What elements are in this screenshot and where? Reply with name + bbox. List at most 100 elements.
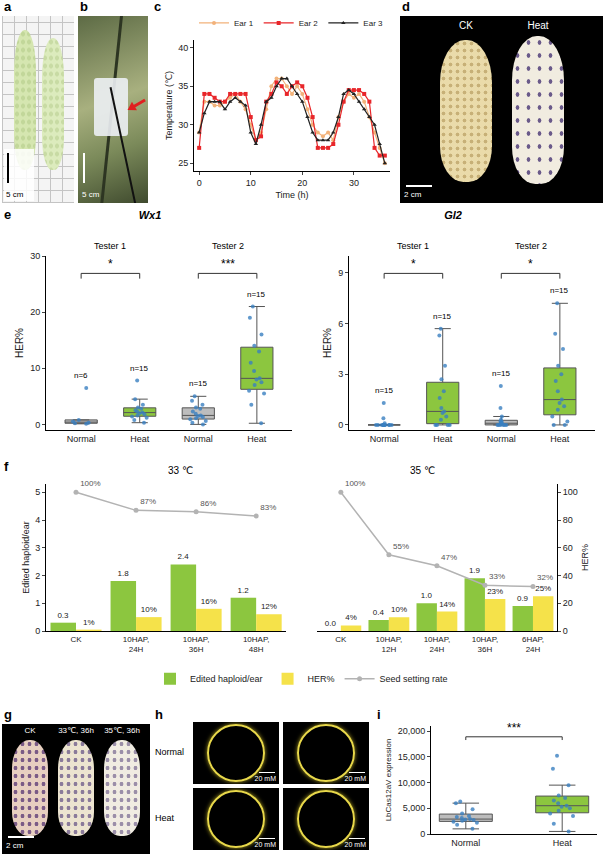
svg-text:2.4: 2.4 [178, 552, 190, 561]
svg-text:40: 40 [178, 43, 188, 53]
svg-text:80: 80 [563, 515, 573, 525]
svg-text:Tester 1: Tester 1 [397, 241, 429, 251]
svg-text:6: 6 [338, 319, 343, 329]
svg-text:100%: 100% [345, 479, 365, 488]
svg-text:20: 20 [297, 178, 307, 188]
svg-text:1.2: 1.2 [238, 586, 250, 595]
svg-text:n=15: n=15 [375, 386, 394, 395]
svg-text:*: * [108, 257, 113, 271]
svg-text:n=15: n=15 [189, 379, 208, 388]
svg-text:1%: 1% [83, 618, 95, 627]
svg-text:Tester 2: Tester 2 [212, 241, 244, 251]
svg-text:12%: 12% [261, 602, 277, 611]
svg-text:Gl2: Gl2 [444, 209, 462, 221]
svg-text:0: 0 [35, 626, 40, 636]
svg-text:HER%: HER% [580, 544, 590, 571]
svg-text:10HAP,48H: 10HAP,48H [243, 635, 270, 654]
svg-text:0: 0 [420, 829, 425, 839]
svg-text:16%: 16% [201, 597, 217, 606]
svg-text:Ear 1: Ear 1 [234, 19, 254, 28]
svg-text:Tester 2: Tester 2 [515, 241, 547, 251]
svg-text:10HAP,36H: 10HAP,36H [472, 635, 499, 654]
svg-text:n=15: n=15 [550, 286, 569, 295]
svg-text:HER%: HER% [322, 328, 333, 358]
svg-text:60: 60 [563, 543, 573, 553]
svg-text:40: 40 [563, 571, 573, 581]
svg-text:33 ℃: 33 ℃ [168, 465, 193, 476]
svg-text:4: 4 [35, 515, 40, 525]
svg-text:Heat: Heat [433, 434, 453, 444]
svg-text:55%: 55% [393, 542, 409, 551]
svg-text:87%: 87% [140, 497, 156, 506]
svg-text:33%: 33% [489, 572, 505, 581]
svg-text:86%: 86% [200, 499, 216, 508]
svg-text:5,000: 5,000 [403, 803, 426, 813]
svg-text:Heat: Heat [550, 434, 570, 444]
svg-text:n=15: n=15 [433, 312, 452, 321]
svg-text:Tester 1: Tester 1 [94, 241, 126, 251]
svg-text:30: 30 [349, 178, 359, 188]
svg-text:0: 0 [563, 626, 568, 636]
svg-text:10HAP,24H: 10HAP,24H [123, 635, 150, 654]
svg-text:10,000: 10,000 [398, 778, 426, 788]
svg-text:1.0: 1.0 [421, 591, 433, 600]
svg-text:0.0: 0.0 [325, 619, 337, 628]
svg-text:n=15: n=15 [492, 369, 511, 378]
svg-text:Ear 3: Ear 3 [363, 19, 383, 28]
svg-text:10: 10 [30, 363, 40, 373]
svg-text:5: 5 [35, 487, 40, 497]
svg-text:n=6: n=6 [74, 371, 88, 380]
svg-text:2: 2 [35, 571, 40, 581]
svg-text:6HAP,24H: 6HAP,24H [522, 635, 544, 654]
svg-text:***: *** [507, 721, 521, 735]
svg-text:0.9: 0.9 [517, 594, 529, 603]
svg-text:Seed setting rate: Seed setting rate [380, 674, 448, 684]
svg-text:n=15: n=15 [247, 290, 266, 299]
svg-text:Normal: Normal [184, 434, 213, 444]
svg-text:30: 30 [30, 251, 40, 261]
svg-text:Wx1: Wx1 [139, 209, 162, 221]
svg-text:1.8: 1.8 [117, 569, 129, 578]
svg-text:100%: 100% [80, 479, 100, 488]
svg-text:HER%: HER% [14, 328, 25, 358]
svg-text:Normal: Normal [487, 434, 516, 444]
svg-text:3: 3 [338, 369, 343, 379]
svg-text:30: 30 [178, 120, 188, 130]
svg-text:10%: 10% [391, 605, 407, 614]
svg-text:25: 25 [178, 158, 188, 168]
svg-text:32%: 32% [537, 573, 553, 582]
svg-text:Edited haploid/ear: Edited haploid/ear [190, 674, 263, 684]
svg-text:*: * [528, 257, 533, 271]
svg-text:Normal: Normal [370, 434, 399, 444]
svg-text:1.9: 1.9 [469, 566, 481, 575]
svg-text:Heat: Heat [553, 838, 573, 848]
svg-text:Edited haploid/ear: Edited haploid/ear [21, 521, 31, 594]
svg-text:0: 0 [197, 178, 202, 188]
svg-text:Heat: Heat [247, 434, 267, 444]
svg-text:Normal: Normal [67, 434, 96, 444]
svg-text:23%: 23% [487, 587, 503, 596]
svg-text:14%: 14% [439, 600, 455, 609]
svg-text:20: 20 [563, 598, 573, 608]
svg-text:Normal: Normal [451, 838, 480, 848]
svg-text:Ear 2: Ear 2 [299, 19, 319, 28]
svg-text:83%: 83% [260, 503, 276, 512]
svg-text:CK: CK [70, 635, 82, 644]
svg-text:Time (h): Time (h) [275, 190, 308, 200]
svg-text:LbCas12aV expression: LbCas12aV expression [384, 739, 393, 822]
svg-text:35: 35 [178, 81, 188, 91]
svg-text:25%: 25% [535, 584, 551, 593]
svg-text:n=15: n=15 [130, 364, 149, 373]
svg-text:100: 100 [563, 487, 578, 497]
svg-text:20,000: 20,000 [398, 726, 426, 736]
svg-text:3: 3 [35, 543, 40, 553]
svg-text:***: *** [221, 257, 235, 271]
svg-text:10HAP,12H: 10HAP,12H [376, 635, 403, 654]
svg-text:10: 10 [246, 178, 256, 188]
svg-text:Temperature (℃): Temperature (℃) [164, 71, 174, 140]
svg-text:10HAP,24H: 10HAP,24H [424, 635, 451, 654]
svg-text:35 ℃: 35 ℃ [410, 465, 435, 476]
svg-text:4%: 4% [345, 613, 357, 622]
svg-text:0.3: 0.3 [57, 611, 69, 620]
svg-text:*: * [411, 257, 416, 271]
